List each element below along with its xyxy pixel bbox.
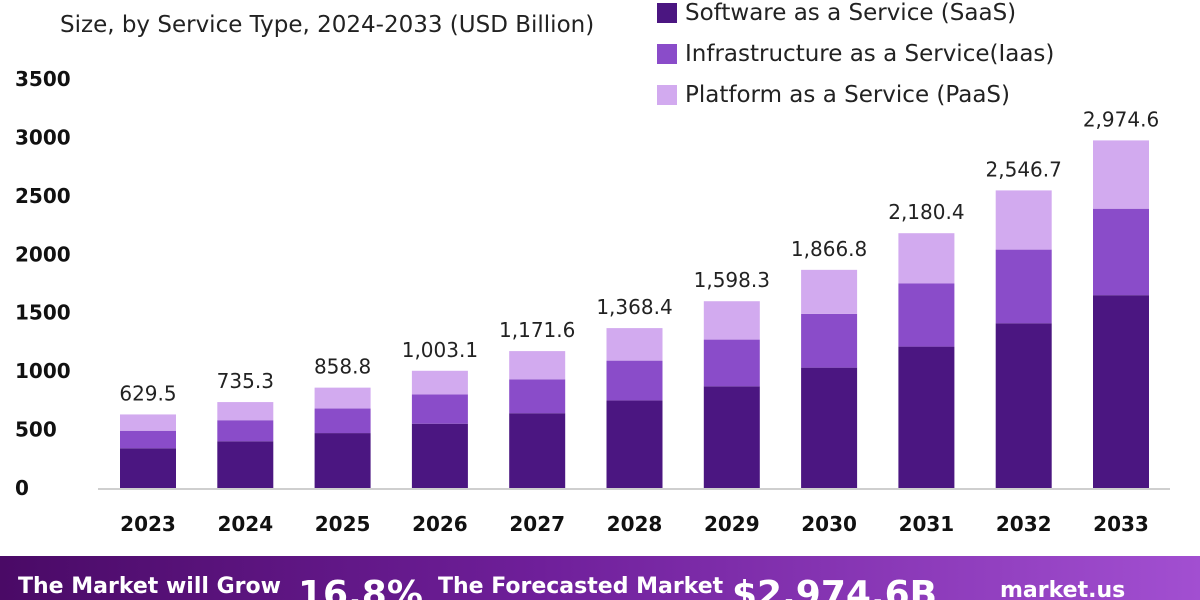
bar-segment-saas: [314, 433, 371, 488]
y-tick-label: 1000: [15, 359, 71, 383]
footer-banner: The Market will Grow 16.8% The Forecaste…: [0, 556, 1200, 600]
bar-segment-paas: [606, 328, 663, 361]
bar-segment-saas: [703, 386, 760, 488]
bar-segment-iaas: [898, 283, 955, 347]
legend-swatch-paas: [657, 84, 677, 105]
bar-segment-saas: [606, 400, 663, 488]
x-tick-label: 2033: [1093, 512, 1149, 536]
legend-item-paas: Platform as a Service (PaaS): [657, 74, 1054, 115]
footer-forecast-label: The Forecasted Market: [438, 574, 724, 599]
bar-segment-iaas: [411, 394, 468, 424]
bar-segment-iaas: [1093, 208, 1149, 296]
bar-segment-paas: [120, 414, 176, 431]
x-tick-label: 2031: [899, 512, 955, 536]
x-tick-label: 2025: [315, 512, 371, 536]
x-tick-label: 2030: [801, 512, 857, 536]
y-tick-label: 2000: [15, 242, 71, 266]
x-tick-label: 2029: [704, 512, 760, 536]
footer-source: market.us: [1000, 578, 1126, 600]
y-tick-label: 1500: [15, 301, 71, 325]
bar-segment-iaas: [703, 339, 760, 387]
bar-total-label: 1,003.1: [402, 338, 478, 362]
bar-total-label: 2,546.7: [986, 157, 1062, 181]
legend-label-iaas: Infrastructure as a Service(Iaas): [685, 40, 1055, 67]
y-tick-label: 0: [15, 476, 29, 500]
bar-total-label: 629.5: [119, 381, 176, 405]
bar-segment-iaas: [120, 430, 176, 449]
chart-subtitle: Size, by Service Type, 2024-2033 (USD Bi…: [60, 12, 595, 38]
bar-segment-saas: [120, 448, 176, 488]
bar-segment-paas: [703, 301, 760, 340]
y-tick-label: 3000: [15, 125, 71, 149]
bar-segment-paas: [801, 269, 858, 314]
bar-segment-paas: [509, 351, 566, 380]
bar-segment-iaas: [509, 379, 566, 414]
legend-item-saas: Software as a Service (SaaS): [657, 0, 1054, 33]
bar-segment-saas: [217, 441, 274, 488]
bar-segment-saas: [1093, 295, 1149, 488]
bar-segment-iaas: [801, 313, 858, 368]
bar-segment-saas: [411, 423, 468, 488]
bar-total-label: 1,866.8: [791, 237, 867, 261]
legend-label-saas: Software as a Service (SaaS): [685, 0, 1017, 26]
bar-total-label: 1,368.4: [596, 295, 672, 319]
legend-item-iaas: Infrastructure as a Service(Iaas): [657, 33, 1054, 74]
bar-total-label: 735.3: [217, 369, 274, 393]
legend-swatch-iaas: [657, 43, 677, 64]
bar-segment-saas: [801, 367, 858, 488]
x-tick-label: 2026: [412, 512, 468, 536]
bar-segment-iaas: [217, 420, 274, 442]
bar-segment-saas: [995, 323, 1052, 488]
bar-segment-paas: [898, 233, 955, 284]
y-tick-label: 500: [15, 418, 57, 442]
bar-segment-paas: [411, 370, 468, 395]
bar-total-label: 2,180.4: [888, 200, 964, 224]
bar-segment-iaas: [606, 360, 663, 401]
bar-segment-iaas: [995, 249, 1052, 324]
legend-label-paas: Platform as a Service (PaaS): [685, 81, 1010, 108]
bar-segment-paas: [995, 190, 1052, 250]
x-tick-label: 2028: [607, 512, 663, 536]
bar-total-label: 1,171.6: [499, 318, 575, 342]
bar-segment-paas: [217, 402, 274, 421]
bar-segment-paas: [1093, 140, 1149, 209]
bar-total-label: 858.8: [314, 355, 371, 379]
y-tick-label: 2500: [15, 184, 71, 208]
bar-segment-saas: [898, 346, 955, 488]
chart-legend: Software as a Service (SaaS) Infrastruct…: [657, 0, 1054, 115]
bar-segment-paas: [314, 387, 371, 409]
bar-total-label: 1,598.3: [694, 268, 770, 292]
bar-segment-saas: [509, 413, 566, 488]
footer-grow-label: The Market will Grow: [18, 574, 281, 599]
legend-swatch-saas: [657, 2, 677, 23]
x-tick-label: 2023: [120, 512, 176, 536]
y-tick-label: 3500: [15, 67, 71, 91]
bar-total-label: 2,974.6: [1083, 107, 1159, 131]
x-tick-label: 2024: [217, 512, 273, 536]
bar-segment-iaas: [314, 408, 371, 434]
footer-cagr-value: 16.8%: [298, 574, 423, 600]
x-tick-label: 2027: [509, 512, 565, 536]
footer-forecast-value: $2,974.6B: [732, 574, 938, 600]
stacked-bar-chart: 0 500 1000 1500 2000 2500 3000 3500 629.5 2023 735…: [15, 67, 1170, 536]
x-tick-label: 2032: [996, 512, 1052, 536]
